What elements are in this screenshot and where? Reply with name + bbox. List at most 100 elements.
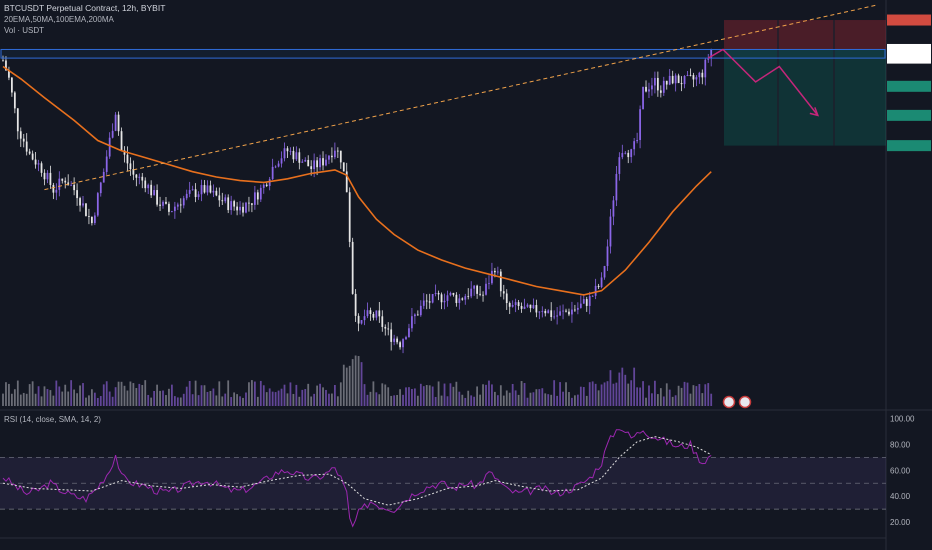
volume-bar — [425, 385, 428, 406]
candle-body — [215, 190, 218, 196]
candle-body — [19, 131, 22, 139]
volume-bar — [399, 389, 401, 406]
candle-body — [13, 92, 16, 109]
candle-body — [22, 138, 25, 142]
candle-body — [505, 293, 508, 304]
candle-body — [171, 211, 173, 212]
volume-bar — [710, 393, 713, 406]
volume-bar — [147, 394, 150, 406]
candle-body — [668, 75, 671, 85]
candle-body — [618, 157, 621, 174]
candle-body — [345, 171, 348, 193]
candle-body — [630, 149, 633, 158]
candle-body — [565, 310, 567, 312]
volume-bar — [651, 393, 653, 406]
candle-body — [135, 174, 138, 178]
candle-body — [93, 215, 96, 224]
candle-body — [698, 72, 701, 78]
volume-bar — [556, 395, 559, 406]
candle-body — [627, 152, 630, 158]
volume-bar — [591, 381, 594, 406]
volume-bar — [58, 386, 61, 406]
volume-bar — [132, 383, 135, 406]
candle-body — [61, 178, 64, 181]
volume-bar — [11, 393, 13, 406]
candle-body — [606, 246, 609, 267]
price-label-box — [887, 109, 931, 121]
volume-bar — [262, 385, 265, 406]
risk-reward-boxes — [724, 20, 886, 146]
range-box — [0, 48, 886, 59]
volume-bar — [529, 392, 532, 406]
volume-bar — [594, 383, 597, 406]
volume-bar — [230, 397, 233, 406]
volume-bar — [523, 383, 526, 406]
volume-bar — [428, 385, 431, 406]
candle-body — [191, 189, 194, 191]
candle-body — [25, 141, 28, 152]
volume-bar — [85, 397, 87, 406]
candle-body — [393, 338, 396, 342]
volume-bar — [168, 388, 170, 406]
candle-body — [559, 311, 561, 316]
volume-bar — [348, 365, 351, 406]
volume-bar — [40, 396, 43, 406]
candle-body — [289, 150, 292, 152]
candle-body — [600, 277, 603, 288]
candle-body — [194, 189, 197, 198]
volume-bar — [363, 384, 366, 406]
candle-body — [384, 326, 387, 329]
volume-bar — [473, 396, 476, 406]
volume-bar — [271, 391, 274, 406]
volume-bar — [434, 396, 437, 406]
volume-bar — [2, 393, 4, 406]
candle-body — [597, 285, 600, 288]
volume-bar — [588, 382, 591, 406]
volume-bar — [408, 387, 410, 406]
candle-body — [153, 190, 156, 196]
candle-body — [535, 305, 538, 313]
candle-body — [707, 58, 710, 60]
candle-body — [656, 77, 659, 91]
volume-bar — [126, 390, 129, 406]
volume-bar — [67, 391, 70, 406]
volume-bar — [120, 381, 123, 406]
candle-body — [333, 150, 336, 158]
candle-body — [508, 303, 511, 307]
volume-bar — [467, 390, 470, 406]
candle-body — [313, 160, 316, 170]
volume-bar — [105, 381, 108, 406]
volume-bar — [224, 393, 227, 406]
candle-body — [221, 200, 224, 202]
candle-body — [523, 306, 526, 309]
volume-bar — [396, 395, 398, 406]
volume-bar — [298, 396, 301, 406]
candle-body — [538, 311, 541, 313]
candle-body — [150, 184, 153, 196]
candle-body — [129, 163, 132, 170]
volume-bar — [384, 384, 387, 406]
volume-bar — [603, 382, 606, 406]
volume-bar — [413, 388, 416, 406]
volume-bar — [541, 388, 544, 406]
volume-bar — [683, 381, 686, 406]
resistance-trendline — [44, 4, 878, 191]
candle-body — [203, 185, 206, 193]
volume-bar — [333, 384, 336, 406]
volume-bar — [707, 383, 710, 406]
candle-body — [292, 150, 295, 160]
volume-bar — [671, 396, 674, 406]
candle-body — [236, 206, 238, 211]
candle-body — [123, 150, 126, 155]
volume-bar — [99, 396, 102, 406]
volume-bar — [698, 384, 701, 406]
rsi-tick-label: 60.00 — [890, 466, 911, 475]
volume-bar — [206, 391, 209, 406]
volume-bar — [265, 392, 268, 406]
volume-bar — [256, 396, 259, 406]
volume-bar — [402, 394, 404, 406]
candle-body — [185, 193, 188, 199]
candle-body — [579, 303, 582, 308]
candle-body — [310, 166, 313, 170]
